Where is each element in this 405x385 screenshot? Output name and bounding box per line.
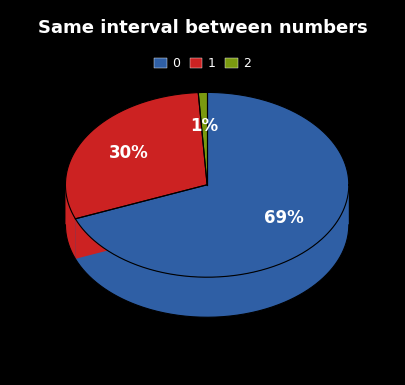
Polygon shape	[66, 92, 207, 219]
Polygon shape	[75, 185, 207, 259]
Text: 30%: 30%	[109, 144, 149, 162]
Ellipse shape	[66, 132, 349, 317]
Polygon shape	[75, 184, 349, 317]
Text: 69%: 69%	[264, 209, 303, 227]
Polygon shape	[75, 185, 207, 259]
Text: Same interval between numbers: Same interval between numbers	[38, 19, 367, 37]
Polygon shape	[66, 184, 75, 259]
Polygon shape	[198, 92, 207, 185]
Text: 1%: 1%	[190, 117, 218, 135]
Legend: 0, 1, 2: 0, 1, 2	[149, 52, 256, 75]
Polygon shape	[75, 92, 349, 277]
